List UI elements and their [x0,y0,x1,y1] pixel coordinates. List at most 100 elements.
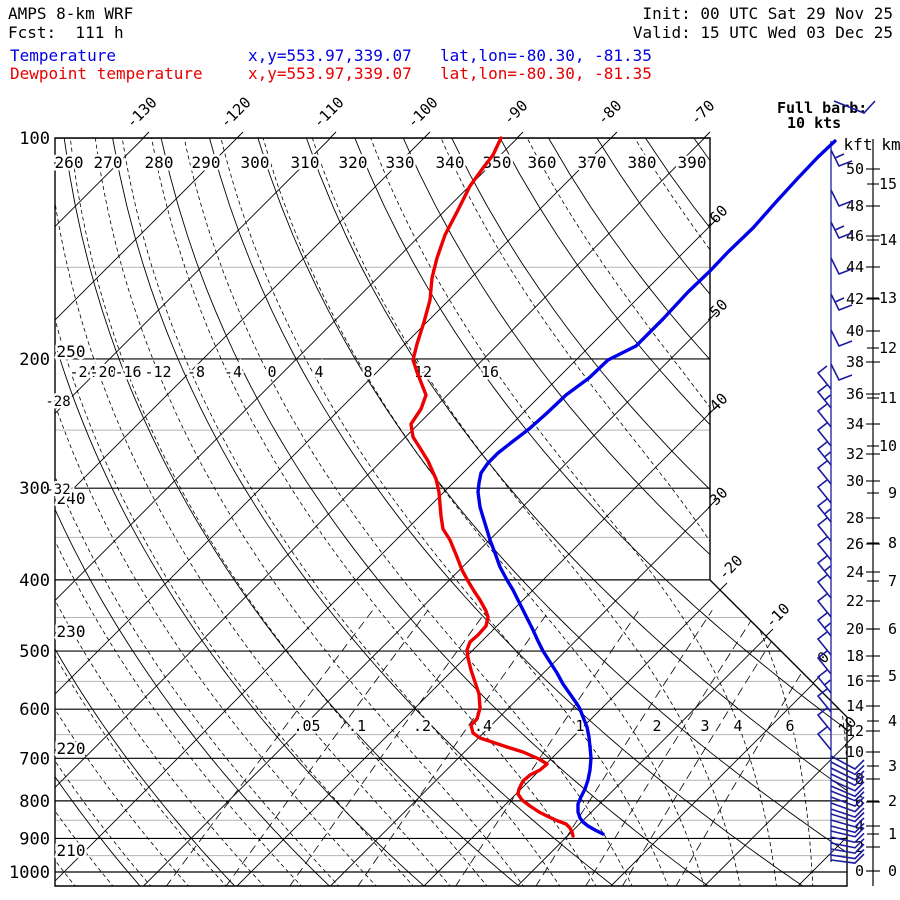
isobars [55,138,847,873]
legend-dewpoint-label: Dewpoint temperature [10,64,203,83]
svg-text:-16: -16 [114,363,141,381]
svg-text:-40: -40 [700,390,732,422]
wind-barb [816,593,832,618]
wind-barb [816,688,832,713]
svg-text:1.: 1. [888,825,900,843]
svg-text:36: 36 [846,385,864,403]
svg-text:14.: 14. [879,231,900,249]
wind-barb [830,807,865,819]
wind-barb [816,498,832,523]
svg-text:10.: 10. [879,437,900,455]
svg-text:340: 340 [436,153,465,172]
svg-text:270: 270 [94,153,123,172]
svg-text:16: 16 [481,363,499,381]
svg-text:kft: kft [844,135,873,154]
wind-barb [830,221,853,240]
svg-text:8.: 8. [888,534,900,552]
moist-adiabat-labels: -24-20-16 -12 -8 -4 0 4 8 12 16-28-32 [43,361,502,501]
svg-text:30: 30 [846,472,864,490]
wind-barb [830,149,853,168]
svg-text:6.: 6. [888,620,900,638]
svg-text:260: 260 [55,153,84,172]
svg-text:-28: -28 [45,394,70,410]
svg-text:50: 50 [846,160,864,178]
svg-text:12.: 12. [879,339,900,357]
valid-time: Valid: 15 UTC Wed 03 Dec 25 [632,23,893,42]
svg-text:600: 600 [19,700,50,720]
svg-text:2.: 2. [888,792,900,810]
legend-temperature-xy: x,y=553.97,339.07 [248,46,412,65]
svg-text:310: 310 [291,153,320,172]
svg-text:42: 42 [846,290,864,308]
wind-barb [830,755,865,770]
legend-dewpoint-xy: x,y=553.97,339.07 [248,64,412,83]
svg-text:-20: -20 [715,552,747,584]
wind-barb [816,479,832,504]
svg-text:13.: 13. [879,289,900,307]
svg-text:300: 300 [19,479,50,499]
svg-text:10: 10 [846,743,864,761]
svg-text:3.: 3. [888,757,900,775]
svg-text:15.: 15. [879,175,900,193]
svg-text:220: 220 [57,739,86,758]
wind-barb [816,441,832,466]
wind-barb [830,822,865,834]
svg-text:46: 46 [846,227,864,245]
svg-text:230: 230 [57,622,86,641]
svg-text:4.: 4. [888,712,900,730]
wind-barb [830,329,853,348]
svg-text:8: 8 [363,363,372,381]
wind-barb [830,257,853,276]
wind-barb [830,811,865,823]
svg-text:-20: -20 [89,363,116,381]
svg-text:7.: 7. [888,572,900,590]
dry-adiabat-labels: 260 270 280 290 300 310 320 330 340 350 360 370 380 3… [52,151,709,863]
wind-barb [830,853,865,864]
svg-text:9.: 9. [888,484,900,502]
wind-barb [816,574,832,599]
svg-text:-90: -90 [500,97,532,129]
wind-barb [830,849,865,860]
svg-text:44: 44 [846,258,864,276]
plot-boundary [54,137,848,887]
svg-text:4: 4 [855,817,864,835]
svg-text:100: 100 [19,129,50,149]
wind-barb [830,293,853,312]
svg-text:4: 4 [733,717,742,735]
svg-text:16: 16 [846,672,864,690]
wind-barb [816,631,832,656]
svg-text:14: 14 [846,697,864,715]
svg-text:0: 0 [267,363,276,381]
wind-barb [816,365,832,390]
svg-text:-80: -80 [594,97,626,129]
svg-text:-10: -10 [762,600,794,632]
svg-text:.2: .2 [413,717,431,735]
svg-text:11.: 11. [879,389,900,407]
svg-text:-8: -8 [187,363,205,381]
wind-barb [830,189,853,208]
svg-text:3: 3 [700,717,709,735]
grid-lines [55,138,847,886]
dewpoint-trace [409,136,575,838]
page-title: AMPS 8-km WRF [8,4,134,23]
height-scale: kft km50484644424038363432302826242220181… [844,135,900,886]
wind-barb [830,827,865,838]
wind-barb [816,555,832,580]
wind-barb [830,790,865,802]
pressure-axis: 100 200 300 400 500 600 700 800 900 1000 [9,129,50,883]
svg-text:210: 210 [57,841,86,860]
svg-text:4: 4 [314,363,323,381]
wind-barb [816,612,832,637]
wind-barb [830,802,865,813]
wind-barb [830,779,865,792]
svg-text:.05: .05 [293,717,320,735]
svg-text:240: 240 [57,489,86,508]
wind-barb [816,726,832,751]
svg-text:390: 390 [678,153,707,172]
svg-text:34: 34 [846,415,864,433]
mixing-ratio-labels: .05.1.2.4 1 2 3 4 6 [291,715,797,738]
wind-barb [816,517,832,542]
svg-text:48: 48 [846,197,864,215]
